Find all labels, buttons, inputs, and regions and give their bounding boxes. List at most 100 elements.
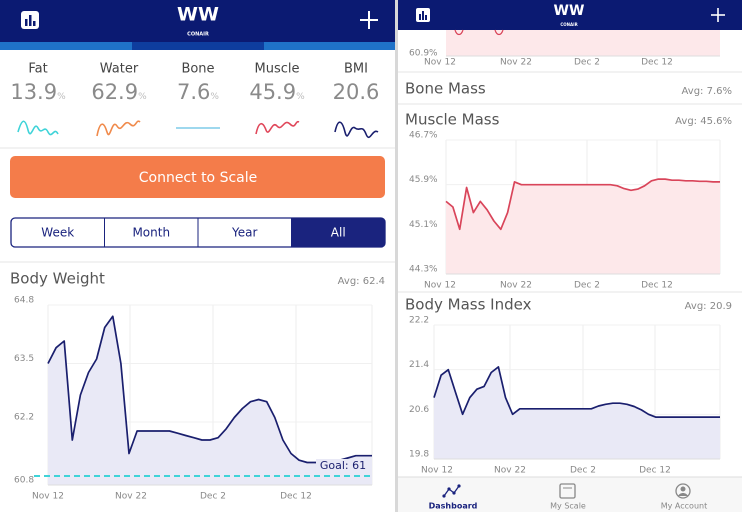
y-tick-label: 44.3%: [409, 265, 438, 275]
tab-selected: [291, 218, 385, 247]
stat-number: 13.9: [10, 80, 57, 104]
stats-icon[interactable]: [21, 11, 39, 29]
y-tick-label: 19.8: [409, 450, 429, 460]
header: [398, 0, 742, 30]
stat-label: Muscle: [255, 62, 300, 77]
add-icon[interactable]: [360, 11, 378, 29]
bmi-chart: 22.2 21.4 20.6 19.8 Nov 12 Nov 22 Dec 2 Dec 12: [409, 316, 721, 476]
tab-label: All: [331, 226, 346, 240]
x-tick-label: Nov 12: [421, 466, 453, 476]
nav-scale[interactable]: My Scale: [550, 483, 586, 511]
stats-icon[interactable]: [416, 8, 430, 22]
goal-label: Goal: 61: [320, 459, 366, 472]
x-tick-label: Nov 12: [32, 492, 64, 502]
x-tick-label: Dec 12: [639, 466, 671, 476]
line: [433, 366, 720, 418]
y-tick-label: 60.8: [14, 476, 34, 486]
tab-label: Year: [231, 226, 257, 240]
stats-row: Fat 13.9% Water 62.9% Bone 7.6% Muscle 45.9% BMI…: [10, 62, 379, 105]
section-title: Body Weight: [10, 270, 105, 288]
average: Avg: 62.4: [338, 276, 385, 287]
stat-value: 62.9%: [91, 80, 147, 104]
muscle-chart: 46.7% 45.9% 45.1% 44.3% Nov 12 Nov 22 Dec 2 Dec…: [409, 131, 721, 291]
stat-unit: %: [296, 92, 305, 102]
tab[interactable]: All: [291, 218, 386, 247]
logo-sub: CONAIR: [187, 32, 209, 38]
x-tick-label: Dec 12: [641, 281, 673, 291]
logo-sub: CONAIR: [560, 22, 577, 27]
sparklines: [17, 120, 379, 139]
y-tick-label: 21.4: [409, 360, 429, 370]
y-tick-label: 64.8: [14, 296, 34, 306]
nav-dashboard[interactable]: Dashboard: [429, 484, 478, 511]
add-icon[interactable]: [711, 8, 725, 22]
y-tick-label: 45.1%: [409, 220, 438, 230]
stat-unit: %: [57, 92, 66, 102]
nav-label: My Scale: [550, 502, 586, 511]
stat-label: Water: [100, 62, 139, 77]
area: [446, 179, 720, 274]
range-tabs: Week Month Year All: [10, 217, 386, 248]
y-tick-label: 46.7%: [409, 131, 438, 141]
stat-value: 7.6%: [177, 80, 219, 104]
separator: [395, 0, 398, 512]
average: Avg: 45.6%: [675, 116, 732, 127]
stat-unit: %: [210, 92, 219, 102]
stat-label: Fat: [28, 62, 47, 77]
x-tick-label: Dec 12: [280, 492, 312, 502]
left-screen: WW CONAIR Fat 13.9% Water 62.9% Bone 7.6% Musc…: [0, 0, 395, 502]
tab-label: Month: [132, 226, 170, 240]
x-tick-label: Dec 2: [570, 466, 596, 476]
x-tick-label: Dec 12: [641, 58, 673, 68]
section-title: Muscle Mass: [405, 111, 500, 129]
header: [0, 0, 395, 42]
x-tick-label: Dec 2: [574, 281, 600, 291]
section-title: Bone Mass: [405, 80, 486, 98]
connect-button[interactable]: Connect to Scale: [10, 156, 385, 198]
y-tick-label: 63.5: [14, 354, 34, 364]
stat-label: BMI: [344, 62, 368, 77]
nav-account[interactable]: My Account: [661, 483, 707, 511]
x-tick-label: Dec 2: [200, 492, 226, 502]
header-strip: [0, 42, 132, 50]
partial-chart: 60.9%Nov 12 Nov 22 Dec 2 Dec 12: [409, 29, 720, 68]
x-tick-label: Nov 12: [424, 281, 456, 291]
right-screen: WW CONAIR 60.9%Nov 12 Nov 22 Dec 2 Dec 12 B…: [398, 0, 742, 512]
stat-number: 62.9: [91, 80, 138, 104]
stat-number: 7.6: [177, 80, 210, 104]
x-tick-label: Nov 22: [494, 466, 526, 476]
y-tick-label: 22.2: [409, 316, 429, 326]
average: Avg: 7.6%: [682, 86, 732, 97]
tab[interactable]: Week: [41, 226, 74, 240]
area: [434, 366, 720, 459]
y-tick-label: 60.9%: [409, 49, 438, 59]
y-tick-label: 20.6: [409, 405, 429, 415]
stat-value: 45.9%: [249, 80, 305, 104]
average: Avg: 20.9: [685, 301, 732, 312]
x-tick-label: Nov 22: [500, 58, 532, 68]
stat-value: 13.9%: [10, 80, 66, 104]
stat-label: Bone: [181, 62, 214, 77]
tab[interactable]: Year: [197, 218, 258, 247]
goal-label-bg: [316, 459, 370, 473]
weight-chart: 64.8 63.5 62.2 60.8 Nov 12 Nov 22 Dec 2 Dec 12 G…: [14, 296, 373, 502]
nav-label: My Account: [661, 502, 707, 511]
x-tick-label: Nov 22: [500, 281, 532, 291]
tab[interactable]: Month: [104, 218, 171, 247]
line: [445, 178, 720, 231]
y-tick-label: 62.2: [14, 413, 34, 423]
header-strip: [264, 42, 395, 50]
nav-label: Dashboard: [429, 502, 478, 511]
stat-value: 20.6: [333, 80, 380, 104]
tab-label: Week: [41, 226, 74, 240]
x-tick-label: Dec 2: [574, 58, 600, 68]
x-tick-label: Nov 22: [115, 492, 147, 502]
button-label: Connect to Scale: [139, 170, 258, 186]
stat-number: 45.9: [249, 80, 296, 104]
stat-number: 20.6: [333, 80, 380, 104]
x-tick-label: Nov 12: [424, 58, 456, 68]
y-tick-label: 45.9%: [409, 175, 438, 185]
stat-unit: %: [138, 92, 147, 102]
section-title: Body Mass Index: [405, 296, 532, 314]
